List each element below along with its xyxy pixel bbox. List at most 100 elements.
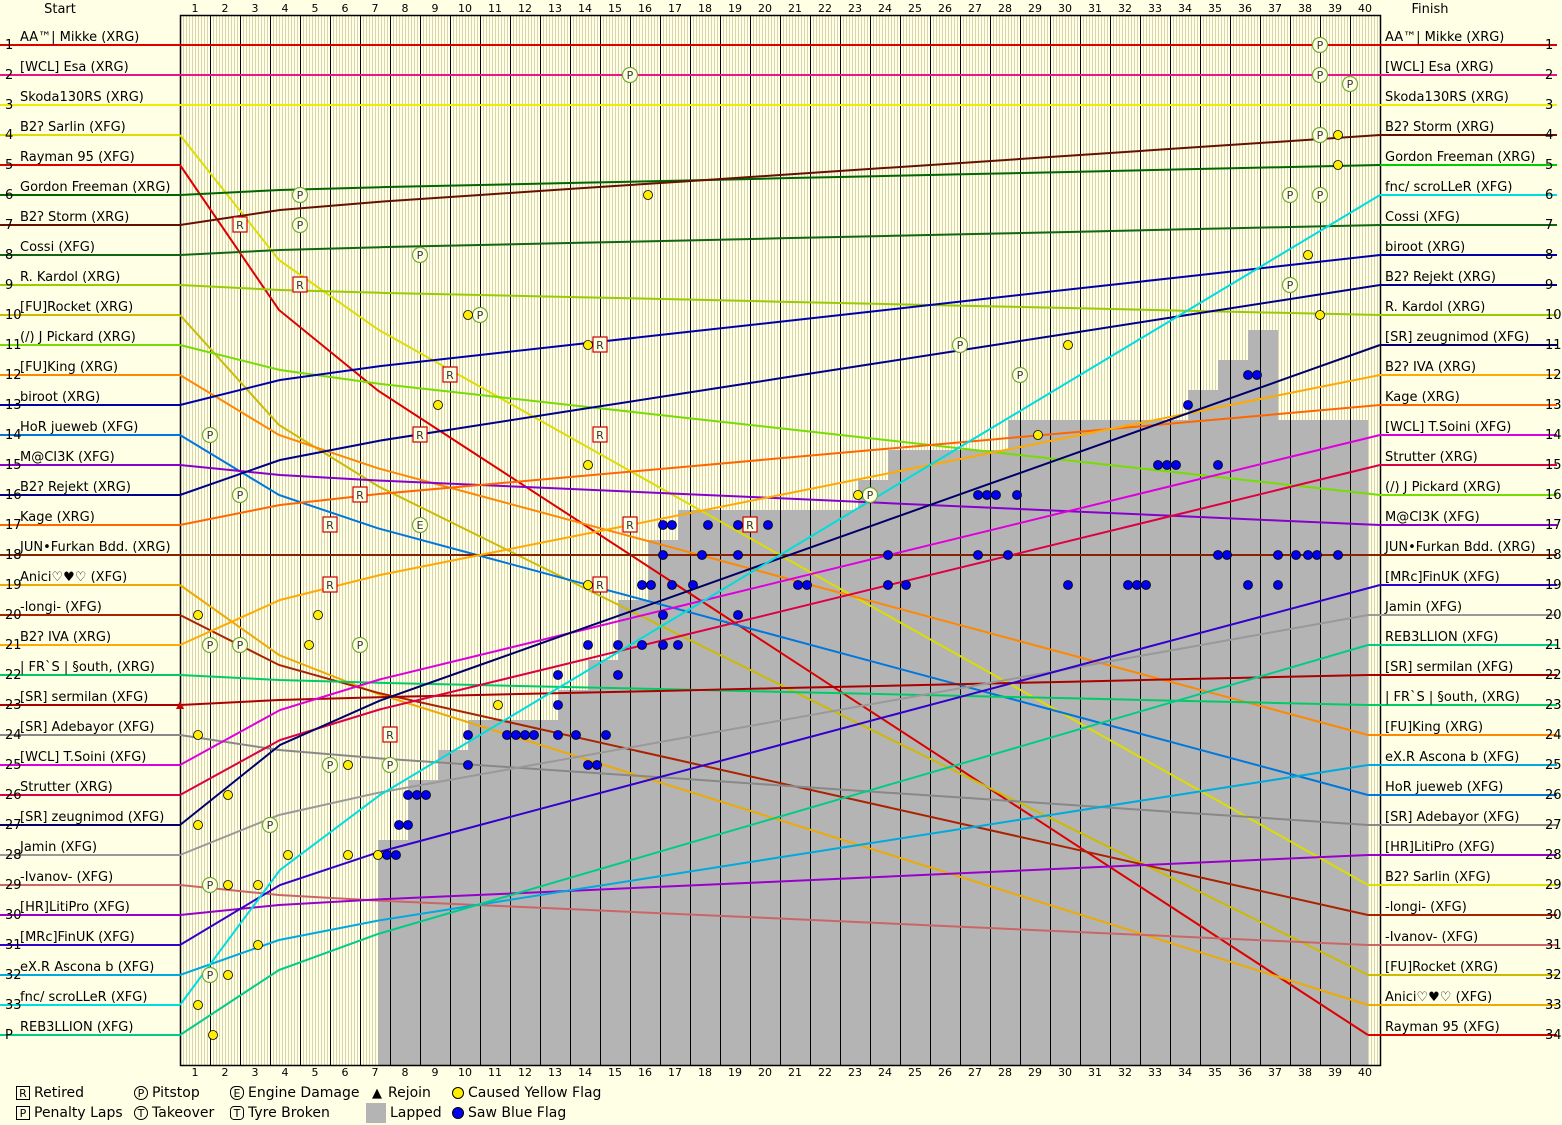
legend-label: Caused Yellow Flag [468,1085,602,1101]
blue-flag-marker [637,640,647,650]
yellow-flag-marker [1333,160,1343,170]
driver-trace [179,164,1381,196]
start-driver-label: REB3LLION (XFG) [20,1020,133,1035]
lap-tick-label: 5 [312,2,319,15]
driver-trace [179,134,1369,886]
pitstop-marker [291,186,309,204]
blue-flag-marker [658,610,668,620]
lap-tick-label: 24 [878,2,892,15]
lap-tick-label: 25 [908,1066,922,1079]
legend-engine: E Engine Damage [230,1085,360,1101]
blue-flag-marker [382,850,392,860]
blue-flag-marker [883,550,893,560]
finish-driver-label: biroot (XRG) [1385,240,1465,255]
finish-position-label: 6 [1545,188,1553,203]
start-driver-label: [SR] sermilan (XFG) [20,690,148,705]
retired-icon: R [16,1086,30,1100]
start-position-label: P [5,1028,13,1043]
finish-driver-label: fnc/ scroLLeR (XFG) [1385,180,1512,195]
lap-tick-label: 28 [998,2,1012,15]
event-label: P [267,819,274,832]
yellow-flag-marker [313,610,323,620]
finish-driver-label: REB3LLION (XFG) [1385,630,1498,645]
finish-position-label: 20a [1545,608,1562,623]
lap-tick-label: 22 [818,1066,832,1079]
driver-trace [179,434,1381,766]
start-position-label: 1 [5,38,13,53]
pitstop-marker [1311,186,1329,204]
lap-tick-label: 12 [518,1066,532,1079]
blue-flag-marker [658,520,668,530]
finish-position-label: 29a [1545,878,1562,893]
blue-flag-marker [511,730,521,740]
lap-tick-label: 37 [1268,2,1282,15]
finish-position-label: 26a [1545,788,1562,803]
lap-tick-label: 20 [758,2,772,15]
driver-lines [0,44,1557,1036]
yellow-flag-marker [493,700,503,710]
start-position-label: 11 [5,338,22,353]
finish-driver-label: [MRc]FinUK (XFG) [1385,570,1500,585]
start-driver-label: Strutter (XRG) [20,780,113,795]
finish-position-label: 16 [1545,488,1562,503]
finish-position-label: 3 [1545,98,1553,113]
start-driver-label: M@CI3K (XFG) [20,450,115,465]
event-label: P [1317,189,1324,202]
blue-flag-marker [1171,460,1181,470]
start-position-label: 16 [5,488,22,503]
pitstop-marker [951,336,969,354]
lap-tick-label: 14 [578,1066,592,1079]
finish-position-label: 1 [1545,38,1553,53]
blue-flag-marker [1162,460,1172,470]
start-position-label: 20 [5,608,22,623]
start-position-label: 6 [5,188,13,203]
event-label: R [596,429,604,442]
start-position-label: 4 [5,128,13,143]
driver-trace [179,734,1369,826]
lapped-block [768,510,798,1065]
start-driver-label: B2ʔ Sarlin (XFG) [20,120,126,135]
lapped-block [588,660,618,1065]
finish-driver-label: Kage (XRG) [1385,390,1460,405]
start-driver-label: fnc/ scroLLeR (XFG) [20,990,147,1005]
start-driver-label: Gordon Freeman (XRG) [20,180,170,195]
lap-tick-label: 21 [788,2,802,15]
legend-label: Penalty Laps [34,1105,123,1121]
lap-tick-label: 17 [668,2,682,15]
finish-driver-label: [WCL] T.Soini (XFG) [1385,420,1511,435]
lap-tick-label: 21 [788,1066,802,1079]
driver-trace [179,674,1369,706]
lap-tick-label: 6 [342,1066,349,1079]
blue-flag-marker [1153,460,1163,470]
yellow-flag-marker [1333,130,1343,140]
event-label: R [746,519,754,532]
blue-flag-marker [613,640,623,650]
start-driver-label: JUN•Furkan Bdd. (XRG) [19,540,171,555]
pitstop-marker [231,486,249,504]
blue-flag-marker [973,550,983,560]
blue-flag-marker [613,670,623,680]
driver-trace [179,344,1381,826]
blue-flag-marker [1333,550,1343,560]
start-driver-label: Anici♡♥♡ (XFG) [20,570,127,585]
event-label: P [1347,78,1354,91]
finish-position-label: 17 [1545,518,1562,533]
blue-flag-marker [553,670,563,680]
finish-position-label: 24a [1545,728,1562,743]
event-label: P [297,189,304,202]
lap-tick-label: 1 [192,2,199,15]
lap-tick-label: 29 [1028,1066,1042,1079]
start-driver-label: HoR jueweb (XFG) [20,420,138,435]
blue-flag-marker [520,730,530,740]
driver-trace [179,164,1369,1036]
start-position-label: 13 [5,398,22,413]
pitstop-marker [1311,126,1329,144]
start-position-label: 28 [5,848,22,863]
start-position-label: 33 [5,998,22,1013]
driver-trace [179,374,1369,736]
yellow-flag-marker [1303,250,1313,260]
start-position-label: 27 [5,818,22,833]
blue-flag-marker [1183,400,1193,410]
event-label: P [1287,189,1294,202]
blue-flag-marker [553,700,563,710]
